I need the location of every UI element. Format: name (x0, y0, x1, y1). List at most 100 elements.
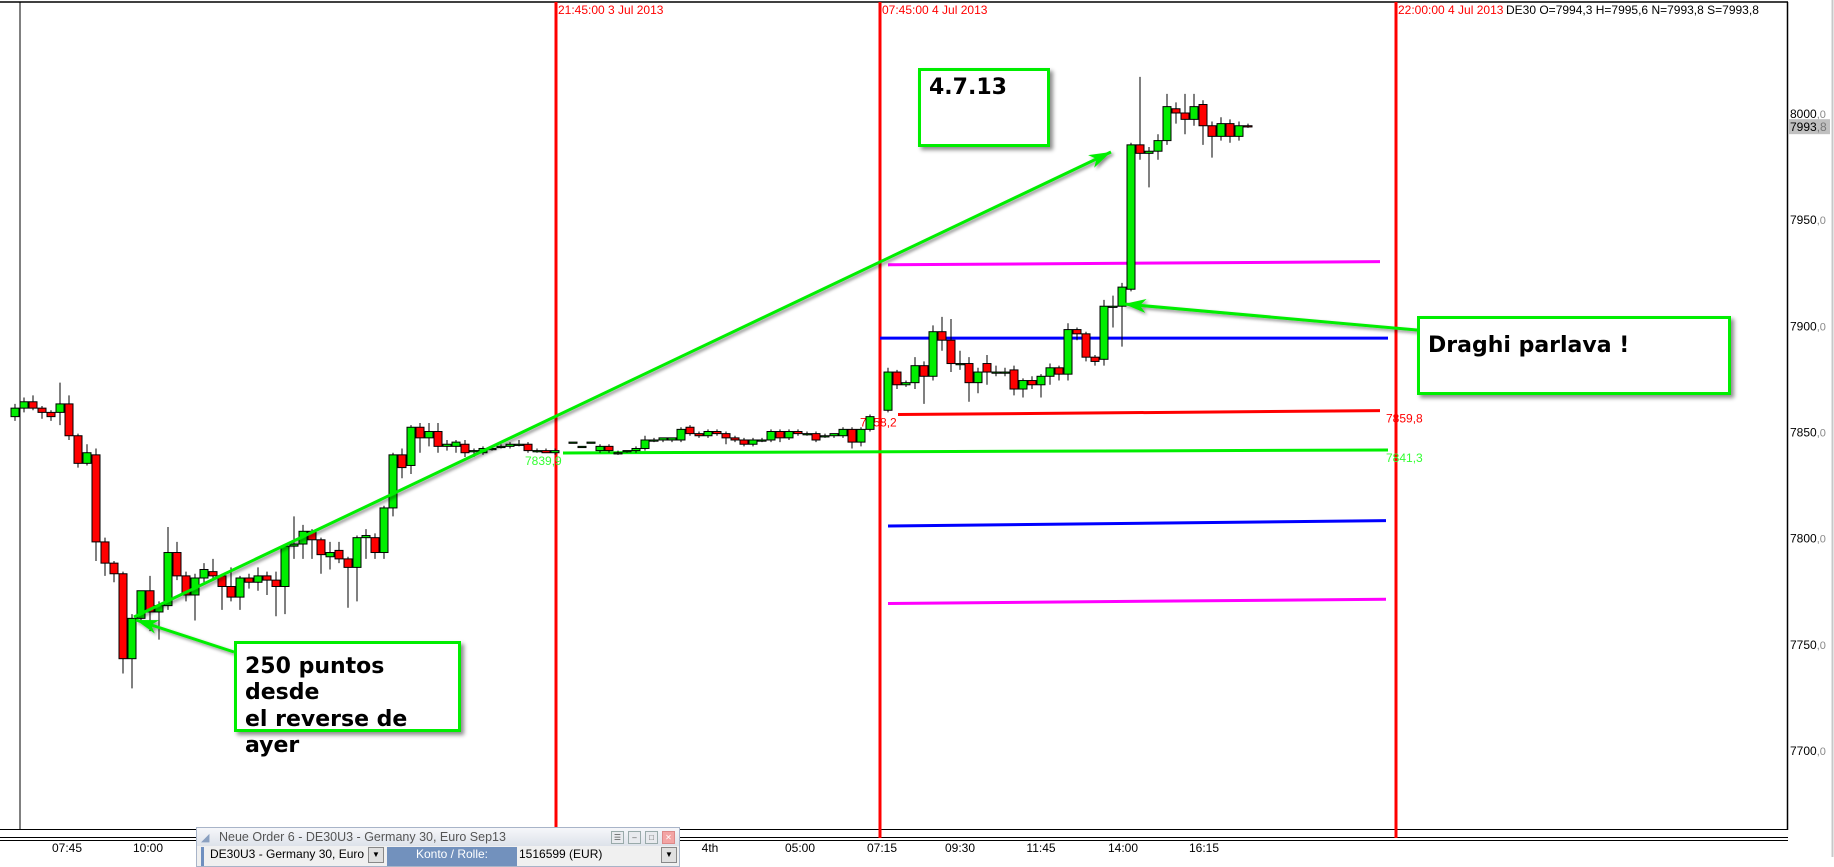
candle-body (658, 437, 668, 441)
candle-body (1081, 333, 1091, 358)
date-annotation[interactable]: 4.7.13 (918, 68, 1050, 147)
instrument-select[interactable]: DE30U3 - Germany 30, Euro Sep13 (210, 847, 368, 861)
price-tick-label: 8000,0 (1790, 107, 1826, 121)
candle-body (1198, 104, 1208, 127)
maximize-icon[interactable]: □ (645, 830, 658, 844)
session-marker-label: 22:00:00 4 Jul 2013 (1398, 3, 1504, 17)
candle-body (505, 443, 515, 447)
candle-body (604, 445, 614, 452)
chevron-down-icon[interactable]: ▼ (368, 847, 384, 863)
candle-body (424, 430, 434, 439)
chevron-down-icon[interactable]: ▼ (661, 847, 677, 863)
candle-body (1108, 305, 1118, 308)
arrow (135, 618, 235, 654)
candle-body (613, 452, 623, 455)
candle-body (856, 428, 866, 443)
candle-body (811, 433, 821, 441)
candle-body (253, 575, 263, 583)
candle-body (289, 543, 299, 547)
minimize-icon[interactable]: – (628, 830, 641, 844)
candle-body (640, 439, 650, 449)
current-price-marker (1789, 119, 1830, 135)
candle-body (1234, 125, 1244, 137)
candle-body (919, 365, 929, 377)
candle-body (1126, 144, 1136, 290)
candle-body (406, 426, 416, 466)
candle-body (388, 454, 398, 509)
candle-body (982, 363, 992, 373)
arrow-shaft (135, 618, 235, 654)
candle-body (757, 439, 767, 442)
candle-body (1009, 369, 1019, 390)
candle-body (280, 545, 290, 587)
candle-body (496, 445, 506, 449)
candle-body (793, 430, 803, 435)
candle-body (91, 454, 101, 543)
candle-body (235, 577, 245, 598)
candle-body (892, 371, 902, 386)
candle-body (685, 426, 695, 435)
account-label: Konto / Rolle: (387, 847, 517, 866)
order-window[interactable]: ◢ Neue Order 6 - DE30U3 - Germany 30, Eu… (196, 827, 680, 867)
candle-body (676, 428, 686, 441)
time-tick-label: 11:45 (1026, 841, 1055, 855)
arrowhead-icon (1088, 152, 1111, 168)
candle-body (955, 363, 965, 366)
candle-body (334, 549, 344, 560)
candle-body (226, 585, 236, 598)
arrowhead-icon (136, 620, 160, 634)
candle-body (37, 407, 47, 413)
reversal-annotation-line1: 250 puntos desde (245, 654, 385, 706)
candle-body (19, 401, 29, 409)
reversal-annotation-line2: el reverse de ayer (245, 706, 408, 759)
date-annotation-text: 4.7.13 (929, 75, 1007, 100)
candle-body (325, 552, 335, 558)
candle-body (991, 371, 1001, 374)
candle-body (127, 617, 137, 660)
time-tick-label: 09:30 (945, 841, 975, 855)
candle-body (64, 403, 74, 437)
candle-body (1243, 125, 1253, 128)
time-tick-label: 10:00 (133, 841, 163, 855)
candle-body (1063, 329, 1073, 375)
candle-body (145, 590, 155, 613)
candle-body (973, 371, 983, 384)
arrowhead-icon (1124, 298, 1147, 313)
candle-body (1054, 367, 1064, 375)
order-window-titlebar[interactable]: ◢ Neue Order 6 - DE30U3 - Germany 30, Eu… (197, 828, 679, 846)
time-tick-label: 14:00 (1108, 841, 1138, 855)
candle-body (1018, 380, 1028, 390)
candle-body (1207, 125, 1217, 137)
candle-body (370, 537, 380, 554)
candle-body (784, 430, 794, 439)
candle-body (964, 363, 974, 384)
candle-body (361, 535, 371, 539)
candle-body (433, 430, 443, 447)
candle-body (271, 579, 281, 587)
candle-body (208, 571, 218, 577)
candle-body (343, 558, 353, 568)
close-icon[interactable]: ✕ (662, 830, 675, 844)
time-tick-label: 4th (702, 841, 719, 855)
price-tick-label: 7850,0 (1790, 425, 1826, 439)
candle-body (1180, 112, 1190, 120)
candle-body (46, 411, 56, 418)
rollup-icon[interactable]: ☰ (611, 830, 624, 844)
candle-body (703, 430, 713, 437)
candle-body (172, 552, 182, 577)
candle-body (28, 401, 38, 409)
candle-body (73, 435, 83, 464)
arrow (1123, 298, 1418, 332)
price-tick-label: 7700,0 (1790, 744, 1826, 758)
candle-body (1090, 356, 1100, 362)
candle-body (118, 573, 128, 660)
reversal-annotation[interactable]: 250 puntos desde el reverse de ayer (234, 641, 461, 758)
draghi-annotation-text: Draghi parlava ! (1428, 333, 1630, 358)
candle-body (829, 433, 839, 437)
candle-body (622, 450, 632, 453)
session-marker-label: 07:45:00 4 Jul 2013 (882, 3, 988, 17)
draghi-annotation[interactable]: Draghi parlava ! (1417, 316, 1731, 395)
price-tick-label: 7950,0 (1790, 213, 1826, 227)
candle-body (469, 450, 479, 453)
candle-body (316, 539, 326, 556)
